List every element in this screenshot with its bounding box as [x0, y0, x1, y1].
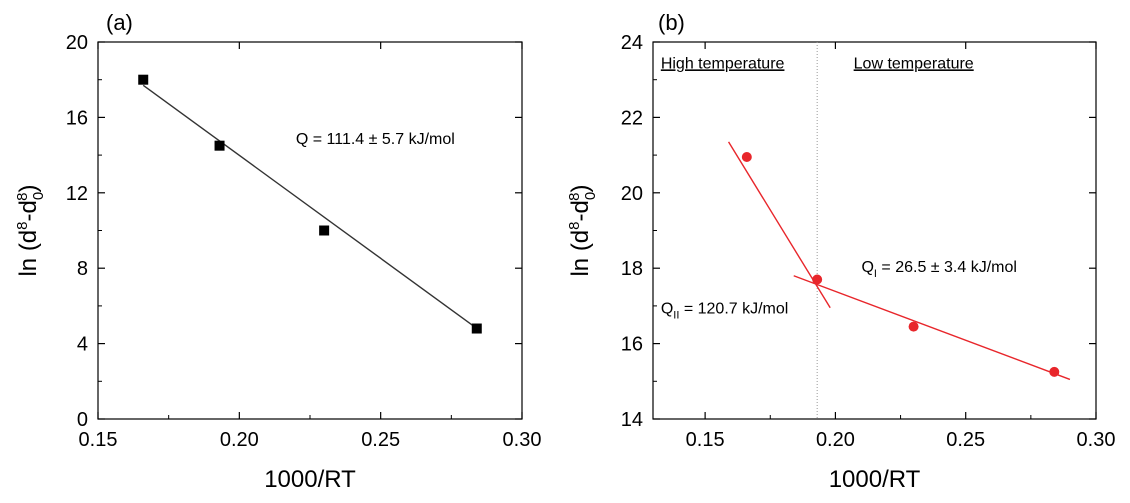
data-point: [741, 151, 752, 162]
y-axis-label-part: 0: [582, 192, 599, 200]
data-point: [319, 225, 330, 236]
x-tick-label: 0.20: [816, 429, 855, 451]
annotation: Q = 111.4 ± 5.7 kJ/mol: [296, 131, 455, 148]
annotation: QI = 26.5 ± 3.4 kJ/mol: [861, 259, 1016, 280]
panel-label: (a): [106, 10, 133, 35]
y-tick-label: 8: [77, 258, 88, 280]
x-axis-label: 1000/RT: [264, 466, 356, 493]
y-axis-label-part: 8: [14, 222, 31, 230]
region-label-high: High temperature: [661, 55, 785, 72]
annotation-value: = 26.5 ± 3.4 kJ/mol: [877, 259, 1017, 276]
annotation-subscript: I: [874, 268, 877, 280]
y-axis-label: ln (d8-d08): [14, 184, 47, 276]
x-tick-label: 0.30: [1077, 429, 1116, 451]
data-point: [138, 74, 149, 85]
annotation-subscript: II: [673, 309, 679, 321]
y-tick-label: 16: [621, 334, 643, 356]
y-tick-label: 20: [621, 183, 643, 205]
chart-panel-b: 0.15 0.20 0.25 0.30 14 16 18 20 22 24 1000/RT ln (d…: [566, 10, 1115, 493]
data-point: [471, 323, 482, 334]
y-axis-label-part: 8: [566, 222, 583, 230]
y-axis-label: ln (d8-d08): [566, 184, 599, 276]
y-axis-label-part: ln (d: [567, 230, 594, 277]
annotation: QII = 120.7 kJ/mol: [661, 300, 789, 321]
y-tick-label: 24: [621, 32, 643, 54]
x-tick-label: 0.30: [503, 429, 542, 451]
x-tick-label: 0.25: [946, 429, 985, 451]
y-tick-label: 12: [66, 183, 88, 205]
data-point: [812, 274, 823, 285]
annotation-value: = 120.7 kJ/mol: [679, 300, 788, 317]
y-tick-label: 16: [66, 107, 88, 129]
y-axis-label-part: ): [567, 184, 594, 192]
panel-label: (b): [658, 10, 685, 35]
y-tick-label: 4: [77, 334, 88, 356]
data-point: [214, 140, 225, 151]
y-axis-label-part: -d: [567, 200, 594, 221]
y-axis-label-part: ): [15, 184, 42, 192]
y-tick-label: 22: [621, 107, 643, 129]
region-label-low: Low temperature: [854, 55, 974, 72]
y-tick-label: 14: [621, 409, 643, 431]
fit-line: [793, 275, 1071, 381]
x-axis-label: 1000/RT: [829, 466, 921, 493]
fit-line: [142, 84, 481, 331]
y-axis-label-part: 8: [14, 192, 31, 200]
y-tick-label: 0: [77, 409, 88, 431]
x-tick-label: 0.25: [361, 429, 400, 451]
y-axis-label-part: 0: [30, 192, 47, 200]
x-tick-label: 0.20: [220, 429, 259, 451]
annotation-symbol: Q: [861, 259, 873, 276]
y-axis-label-part: ln (d: [15, 230, 42, 277]
plot-frame: [652, 41, 1097, 420]
data-point: [908, 321, 919, 332]
y-axis-label-part: -d: [15, 200, 42, 221]
y-tick-label: 20: [66, 32, 88, 54]
annotation-symbol: Q: [661, 300, 673, 317]
x-tick-label: 0.15: [79, 429, 118, 451]
y-tick-label: 18: [621, 258, 643, 280]
x-tick-label: 0.15: [686, 429, 725, 451]
y-axis-label-part: 8: [566, 192, 583, 200]
data-point: [1049, 366, 1060, 377]
